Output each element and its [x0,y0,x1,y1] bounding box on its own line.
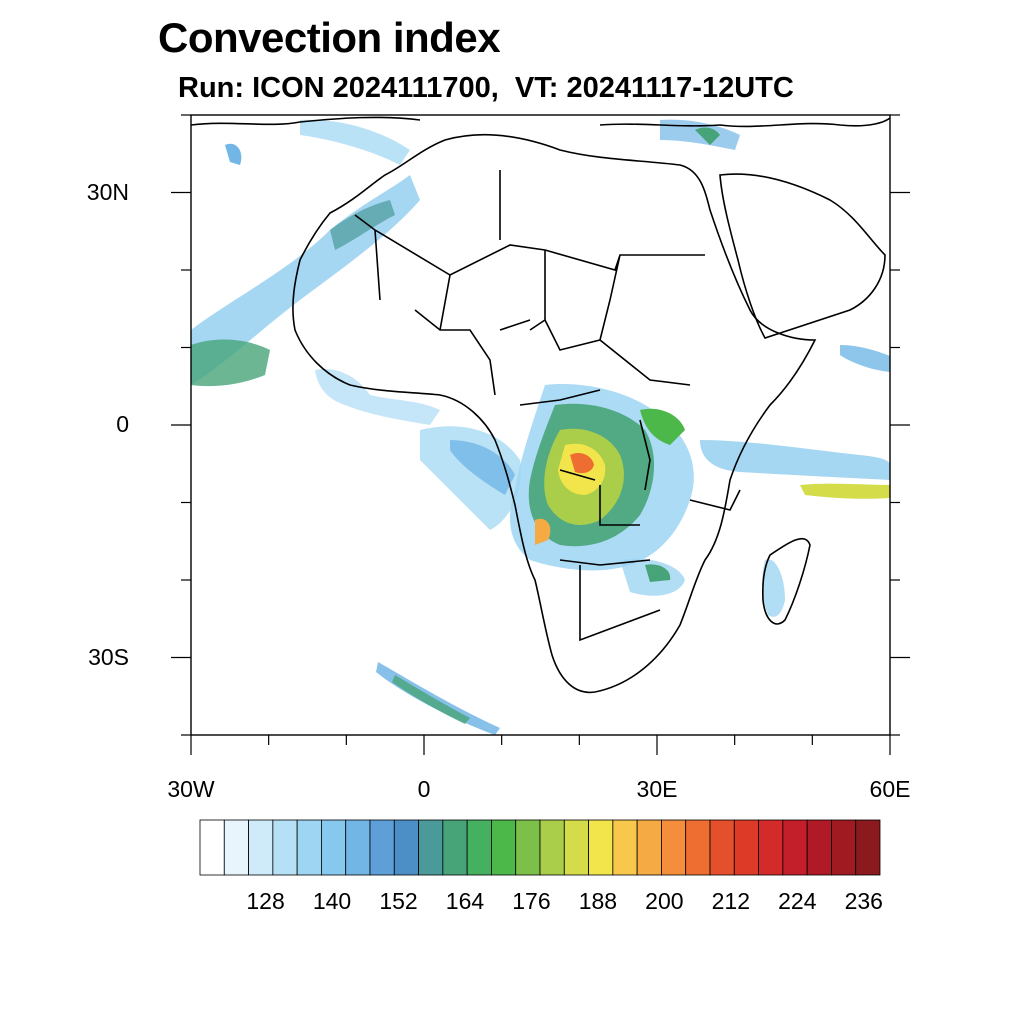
colorbar [199,819,881,876]
colorbar-swatch [515,819,541,876]
convection-area-gulf-guinea-core [450,440,515,495]
colorbar-swatch [369,819,395,876]
convection-area-madagascar [762,559,785,617]
colorbar-swatch [563,819,589,876]
country-borders [354,170,741,642]
lon-label: 0 [417,776,431,802]
colorbar-swatch [588,819,614,876]
colorbar-swatch [442,819,468,876]
colorbar-swatch [491,819,517,876]
lon-label: 30W [167,776,215,802]
colorbar-swatch [709,819,735,876]
colorbar-swatch [831,819,857,876]
colorbar-swatch [345,819,371,876]
convection-area-arabian-sea [840,345,890,372]
colorbar-swatch [539,819,565,876]
africa-coastline [292,134,817,694]
axis-ticks [171,114,910,755]
convection-area-canary [225,143,242,165]
colorbar-swatch [272,819,298,876]
colorbar-swatch [296,819,322,876]
colorbar-swatch [393,819,419,876]
lat-label: 30S [88,643,129,670]
colorbar-swatch [248,819,274,876]
convection-area-south-atlantic-front [376,662,500,735]
convection-area-mediterranean [695,127,720,145]
colorbar-swatch [466,819,492,876]
colorbar-label: 140 [312,888,352,914]
colorbar-label: 188 [578,888,618,914]
colorbar-swatch [685,819,711,876]
colorbar-label: 224 [778,888,817,914]
convection-area-southern-africa [645,564,671,582]
europe-coastline [191,116,890,128]
madagascar-coastline [762,538,811,625]
lon-label: 30E [636,776,678,802]
convection-area-mediterranean [300,119,410,165]
colorbar-label: 200 [645,888,684,914]
convection-area-indian-ocean [700,440,890,480]
convection-area-indian-ocean-core [800,483,890,499]
convection-area-atlantic-core [330,200,395,250]
colorbar-label: 128 [246,888,285,914]
convection-area-south-atlantic-front [392,675,470,724]
map-title: Convection index [158,14,501,61]
colorbar-swatch [636,819,662,876]
convection-area-lake-victoria [640,408,685,445]
colorbar-label: 152 [379,888,418,914]
colorbar-swatch [782,819,808,876]
colorbar-label: 236 [844,888,883,914]
colorbar-swatch [733,819,759,876]
colorbar-swatch [418,819,444,876]
map-subtitle: Run: ICON 2024111700, VT: 20241117-12UTC [178,72,794,104]
convection-area-central-core [535,518,551,545]
colorbar-label: 176 [512,888,551,914]
lat-label: 0 [116,411,129,437]
convection-field [191,119,890,735]
colorbar-swatch [855,819,881,876]
colorbar-label: 212 [711,888,751,914]
colorbar-swatch [806,819,832,876]
colorbar-swatch [612,819,638,876]
convection-area-gulf-guinea [420,426,521,530]
colorbar-swatch [758,819,784,876]
convection-area-central-core [570,453,594,474]
convection-area-atlantic-core [191,339,270,387]
colorbar-swatch [321,819,347,876]
arabia-coastline [719,173,886,339]
colorbar-swatch [199,819,225,876]
colorbar-swatch [223,819,249,876]
lat-label: 30N [86,178,129,205]
colorbar-label: 164 [445,888,485,914]
coastline-borders [191,116,890,694]
lon-label: 60E [869,776,911,802]
colorbar-swatch [661,819,687,876]
